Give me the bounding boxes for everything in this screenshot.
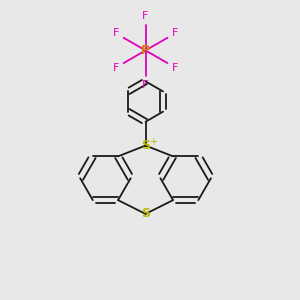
- Text: F: F: [172, 28, 178, 38]
- Text: F: F: [113, 62, 119, 73]
- Text: P: P: [141, 44, 150, 57]
- Text: F: F: [142, 11, 149, 21]
- Text: +: +: [149, 137, 157, 147]
- Text: F: F: [113, 28, 119, 38]
- Text: S: S: [141, 139, 150, 152]
- Text: S: S: [141, 207, 150, 220]
- Text: F: F: [142, 80, 149, 90]
- Text: F: F: [172, 62, 178, 73]
